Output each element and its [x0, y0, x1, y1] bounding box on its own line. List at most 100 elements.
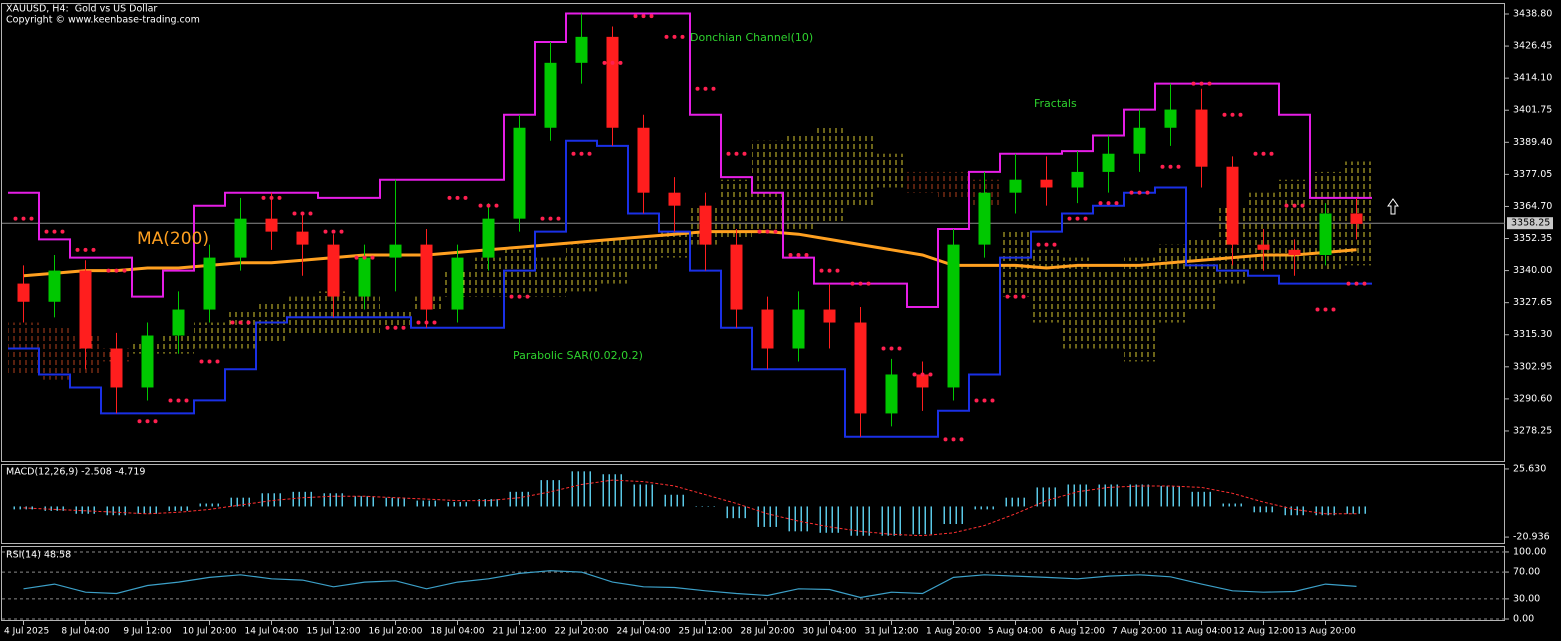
sar-dot — [424, 320, 429, 325]
annotation: Fractals — [1034, 97, 1077, 110]
sar-dot — [463, 195, 468, 200]
macd-bar — [267, 493, 269, 507]
candle-body — [141, 335, 154, 388]
macd-bar — [1141, 484, 1143, 507]
macd-bar — [961, 506, 963, 525]
macd-bar — [794, 506, 796, 532]
macd-bar — [744, 506, 746, 519]
macd-bar — [31, 506, 33, 510]
ichimoku-cloud — [597, 239, 628, 284]
series-name: MA(200) — [137, 229, 209, 249]
macd-bar — [819, 506, 821, 533]
candle-body — [1040, 179, 1053, 188]
sar-dot — [742, 151, 747, 156]
macd-bar — [180, 506, 182, 511]
sar-dot — [1261, 151, 1266, 156]
macd-bar — [1104, 484, 1106, 507]
macd-panel-frame — [1, 464, 1505, 544]
macd-bar — [261, 493, 263, 507]
macd-bar — [149, 506, 151, 514]
macd-bar — [1333, 506, 1335, 516]
sar-dot — [540, 216, 545, 221]
sar-dot — [773, 229, 778, 234]
rsi-line — [23, 570, 1357, 599]
macd-bar — [701, 506, 703, 507]
macd-bar — [19, 506, 21, 510]
sar-dot — [858, 281, 863, 286]
macd-bar — [1017, 497, 1019, 507]
candle-body — [327, 244, 340, 297]
macd-bar — [335, 493, 337, 507]
ichimoku-cloud — [876, 153, 907, 188]
macd-bar — [1321, 506, 1323, 516]
candle-body — [1195, 109, 1208, 167]
macd-bar — [664, 494, 666, 507]
macd-bar — [633, 484, 635, 507]
macd-bar — [881, 506, 883, 536]
macd-bar — [887, 506, 889, 536]
y-tick-label: 0.00 — [1513, 613, 1534, 624]
candle-body — [823, 309, 836, 323]
sar-dot — [788, 253, 793, 258]
macd-bar — [372, 496, 374, 507]
sar-dot — [1253, 151, 1258, 156]
ichimoku-cloud — [938, 171, 969, 198]
x-tick-label: 22 Jul 20:00 — [555, 627, 609, 637]
candle-body — [1319, 213, 1332, 256]
y-tick-label: 3438.80 — [1513, 8, 1552, 19]
sar-dot — [548, 216, 553, 221]
macd-bar — [1358, 506, 1360, 514]
sar-dot — [680, 34, 685, 39]
macd-bar — [726, 506, 728, 519]
last-price-box — [1507, 217, 1553, 230]
overlay-layer — [13, 14, 1367, 599]
macd-bar — [397, 497, 399, 507]
macd-bar — [434, 500, 436, 507]
sar-dot — [928, 372, 933, 377]
sar-dot — [261, 195, 266, 200]
macd-bar — [949, 506, 951, 525]
x-tick-label: 10 Jul 20:00 — [183, 627, 237, 637]
x-tick-label: 18 Jul 04:00 — [431, 627, 485, 637]
macd-bar — [1110, 484, 1112, 507]
ichimoku-cloud — [1093, 270, 1124, 349]
macd-bar — [788, 506, 790, 532]
sar-dot — [1160, 164, 1165, 169]
donchian-lower — [8, 139, 1372, 438]
candle-body — [1257, 244, 1270, 250]
sar-dot — [83, 247, 88, 252]
candle-body — [947, 244, 960, 388]
macd-bar — [713, 506, 715, 507]
sar-dot — [1168, 164, 1173, 169]
macd-bar — [1166, 485, 1168, 507]
macd-bar — [62, 506, 64, 511]
macd-bar — [837, 506, 839, 533]
sar-dot — [587, 151, 592, 156]
candle-body — [48, 270, 61, 302]
macd-bar — [1073, 484, 1075, 507]
macd-bar — [540, 480, 542, 507]
macd-bar — [602, 474, 604, 507]
candle-body — [513, 127, 526, 219]
y-tick-label: 30.00 — [1513, 593, 1540, 604]
sar-dot — [339, 229, 344, 234]
x-tick-label: 8 Jul 04:00 — [61, 627, 110, 637]
candle-body — [358, 257, 371, 297]
macd-bar — [589, 471, 591, 507]
macd-bar — [304, 491, 306, 507]
sar-dot — [796, 253, 801, 258]
sar-dot — [618, 60, 623, 65]
sar-dot — [486, 203, 491, 208]
macd-bar — [366, 496, 368, 507]
candle-body — [79, 270, 92, 349]
sar-dot — [1145, 190, 1150, 195]
macd-bar — [341, 493, 343, 507]
sar-dot — [827, 268, 832, 273]
macd-bar — [1327, 506, 1329, 516]
candle-body — [172, 309, 185, 336]
macd-bar — [323, 493, 325, 507]
macd-bar — [527, 491, 529, 507]
macd-bar — [850, 506, 852, 536]
macd-bar — [118, 506, 120, 516]
sar-dot — [292, 211, 297, 216]
